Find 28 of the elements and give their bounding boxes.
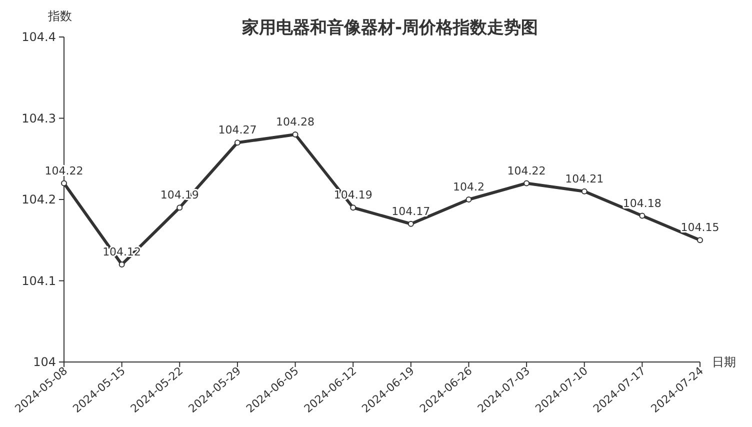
data-label: 104.22: [507, 164, 546, 178]
point: [524, 180, 530, 186]
point: [118, 262, 125, 268]
point: [466, 196, 472, 202]
point: [61, 180, 67, 186]
y-tick-label: 104.3: [22, 111, 56, 126]
y-tick-label: 104: [33, 355, 56, 369]
point: [176, 204, 183, 211]
data-label: 104.27: [218, 124, 257, 137]
y-tick-label: 104.4: [22, 30, 56, 44]
point: [292, 132, 298, 138]
y-tick-label: 104.1: [22, 274, 56, 288]
data-label: 104.15: [680, 221, 720, 234]
point: [350, 204, 356, 211]
point: [581, 188, 588, 194]
data-label: 104.2: [452, 180, 484, 194]
data-label: 104.18: [622, 196, 662, 210]
data-label: 104.28: [276, 116, 315, 128]
point: [639, 212, 646, 219]
x-axis-title: 日期: [712, 355, 736, 369]
point: [234, 140, 240, 146]
chart-title: 家用电器和音像器材-周价格指数走势图: [240, 18, 538, 38]
y-axis-title: 指数: [47, 9, 72, 23]
data-label: 104.17: [392, 204, 430, 218]
y-tick-label: 104.2: [22, 192, 56, 206]
point: [697, 237, 703, 244]
data-label: 104.21: [565, 172, 604, 186]
point: [408, 220, 414, 227]
